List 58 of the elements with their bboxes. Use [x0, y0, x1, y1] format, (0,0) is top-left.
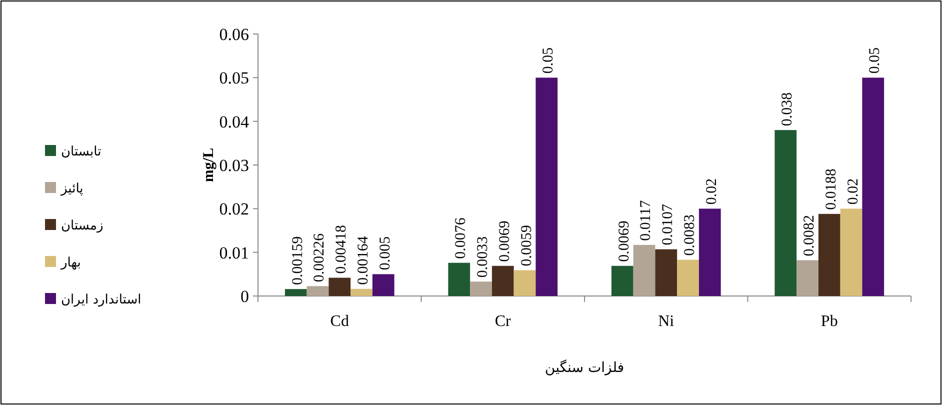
bar: [655, 249, 678, 296]
y-tick-label: 0.02: [219, 200, 249, 219]
y-tick-label: 0.04: [219, 112, 250, 132]
bar: [350, 288, 372, 296]
bar: [372, 274, 394, 296]
bar: [840, 208, 862, 296]
bar: [284, 289, 307, 296]
legend-label: زمستان: [61, 218, 104, 234]
data-label: 0.05: [867, 47, 884, 74]
bar: [818, 214, 840, 296]
y-tick-label: 0.03: [219, 156, 249, 175]
data-label: 0.02: [845, 178, 862, 205]
legend-label: استاندارد ایران: [61, 292, 142, 308]
y-axis-title: mg/L: [201, 148, 217, 182]
x-tick-label: Cr: [494, 313, 512, 330]
bar: [677, 260, 699, 296]
legend-label: پائیز: [60, 182, 84, 197]
bar: [306, 286, 329, 296]
data-label: 0.0188: [823, 168, 840, 210]
bar: [448, 262, 470, 296]
data-label: 0.0069: [616, 220, 632, 262]
data-label: 0.00159: [290, 236, 306, 286]
x-axis-title: فلزات سنگین: [544, 359, 624, 376]
data-label: 0.0059: [518, 224, 535, 266]
data-label: 0.0076: [453, 217, 470, 259]
bar: [774, 130, 797, 296]
data-label: 0.0082: [802, 214, 818, 256]
bar: [470, 282, 492, 296]
data-label: 0.05: [540, 47, 557, 74]
bar: [514, 270, 536, 296]
x-tick-label: Pb: [820, 313, 838, 330]
bar: [698, 208, 721, 296]
bar: [796, 260, 818, 296]
y-tick-label: 0.05: [219, 68, 249, 88]
legend-label: بهار: [60, 256, 81, 271]
bar: [536, 78, 558, 296]
bar: [862, 78, 884, 296]
bar: [328, 278, 351, 296]
bar: [633, 244, 656, 296]
bar: [492, 266, 514, 296]
data-label: 0.0107: [660, 204, 676, 246]
x-tick-label: Ni: [658, 313, 675, 330]
legend-label: تابستان: [61, 144, 102, 160]
y-tick-label: 0.01: [219, 243, 249, 262]
data-label: 0.038: [780, 92, 796, 126]
data-label: 0.0117: [638, 200, 654, 241]
y-tick-label: 0: [240, 286, 249, 306]
data-label: 0.00226: [312, 232, 328, 282]
data-label: 0.005: [377, 236, 394, 270]
data-label: 0.0033: [475, 236, 491, 278]
data-label: 0.0083: [682, 214, 698, 256]
data-label: 0.00164: [356, 236, 372, 285]
data-label: 0.02: [704, 178, 720, 205]
y-tick-label: 0.06: [219, 24, 249, 44]
x-tick-label: Cd: [330, 313, 349, 330]
bar: [611, 266, 634, 296]
data-label: 0.00418: [334, 224, 350, 274]
data-label: 0.0069: [496, 220, 513, 262]
